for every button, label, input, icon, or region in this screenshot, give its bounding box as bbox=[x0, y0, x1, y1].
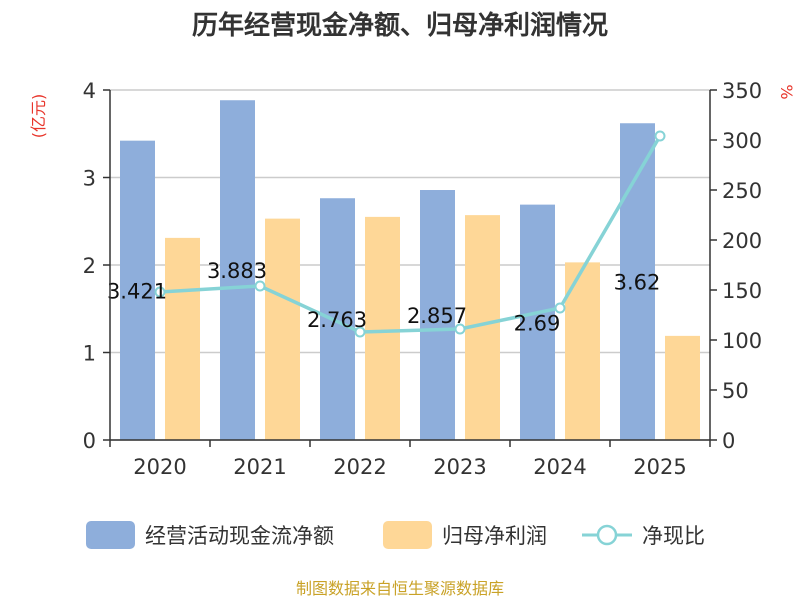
data-label-2021: 3.883 bbox=[207, 259, 267, 283]
bars-group bbox=[120, 100, 700, 441]
point-ratio-2021 bbox=[254, 280, 266, 292]
bar-cashflow-2020 bbox=[120, 140, 155, 440]
left-tick-label-3: 3 bbox=[83, 167, 96, 191]
bar-net-profit-2021 bbox=[265, 218, 300, 440]
legend-label-cashflow: 经营活动现金流净额 bbox=[145, 524, 334, 548]
data-label-2024: 2.69 bbox=[514, 311, 561, 335]
right-axis-unit: % bbox=[777, 84, 796, 99]
left-tick-label-2: 2 bbox=[83, 254, 96, 278]
point-ratio-2025 bbox=[654, 130, 666, 142]
bar-net-profit-2020 bbox=[165, 237, 200, 440]
legend-label-net-profit: 归母净利润 bbox=[442, 524, 547, 548]
left-tick-label-0: 0 bbox=[83, 429, 96, 453]
legend-swatch-net-profit bbox=[383, 521, 432, 549]
line-series-group bbox=[154, 130, 666, 338]
legend-label-ratio: 净现比 bbox=[642, 524, 705, 548]
right-tick-label-7: 350 bbox=[722, 79, 762, 103]
left-tick-label-1: 1 bbox=[83, 342, 96, 366]
x-tick-label-2025: 2025 bbox=[633, 455, 686, 479]
left-axis-ticks: 0 1 2 3 4 bbox=[83, 79, 110, 453]
bar-cashflow-2022 bbox=[320, 198, 355, 440]
source-note: 制图数据来自恒生聚源数据库 bbox=[296, 579, 504, 598]
legend-swatch-cashflow bbox=[86, 521, 135, 549]
bar-net-profit-2025 bbox=[665, 335, 700, 440]
bar-net-profit-2022 bbox=[365, 216, 400, 440]
right-tick-label-6: 300 bbox=[722, 129, 762, 153]
point-ratio-2022 bbox=[354, 326, 366, 338]
point-ratio-2024 bbox=[554, 302, 566, 314]
data-labels-group: 3.421 3.883 2.763 2.857 2.69 3.62 bbox=[107, 259, 660, 335]
line-ratio bbox=[159, 135, 662, 334]
right-tick-label-3: 150 bbox=[722, 279, 762, 303]
data-label-2022: 2.763 bbox=[307, 308, 367, 332]
left-tick-label-4: 4 bbox=[83, 79, 96, 103]
legend-marker-ratio bbox=[596, 524, 618, 546]
bar-cashflow-2024 bbox=[520, 204, 555, 440]
data-label-2023: 2.857 bbox=[407, 304, 467, 328]
right-axis-ticks: 0 50 100 150 200 250 300 350 bbox=[710, 79, 762, 453]
right-tick-label-0: 0 bbox=[722, 429, 735, 453]
data-label-2025: 3.62 bbox=[614, 271, 661, 295]
x-tick-label-2024: 2024 bbox=[533, 455, 586, 479]
point-ratio-2020 bbox=[154, 286, 166, 298]
data-label-2020: 3.421 bbox=[107, 279, 167, 303]
right-tick-label-1: 50 bbox=[722, 379, 749, 403]
x-tick-label-2023: 2023 bbox=[433, 455, 486, 479]
x-tick-label-2022: 2022 bbox=[333, 455, 386, 479]
x-tick-label-2021: 2021 bbox=[233, 455, 286, 479]
left-axis-unit: (亿元) bbox=[29, 94, 48, 139]
bar-cashflow-2021 bbox=[220, 100, 255, 441]
right-tick-label-2: 100 bbox=[722, 329, 762, 353]
right-tick-label-4: 200 bbox=[722, 229, 762, 253]
point-ratio-2023 bbox=[454, 323, 466, 335]
right-tick-label-5: 250 bbox=[722, 179, 762, 203]
x-axis-ticks: 2020 2021 2022 2023 2024 2025 bbox=[109, 440, 711, 479]
legend: 经营活动现金流净额 归母净利润 净现比 bbox=[86, 521, 705, 549]
x-tick-label-2020: 2020 bbox=[133, 455, 186, 479]
chart-title: 历年经营现金净额、归母净利润情况 bbox=[192, 10, 608, 41]
bar-cashflow-2023 bbox=[420, 190, 455, 440]
